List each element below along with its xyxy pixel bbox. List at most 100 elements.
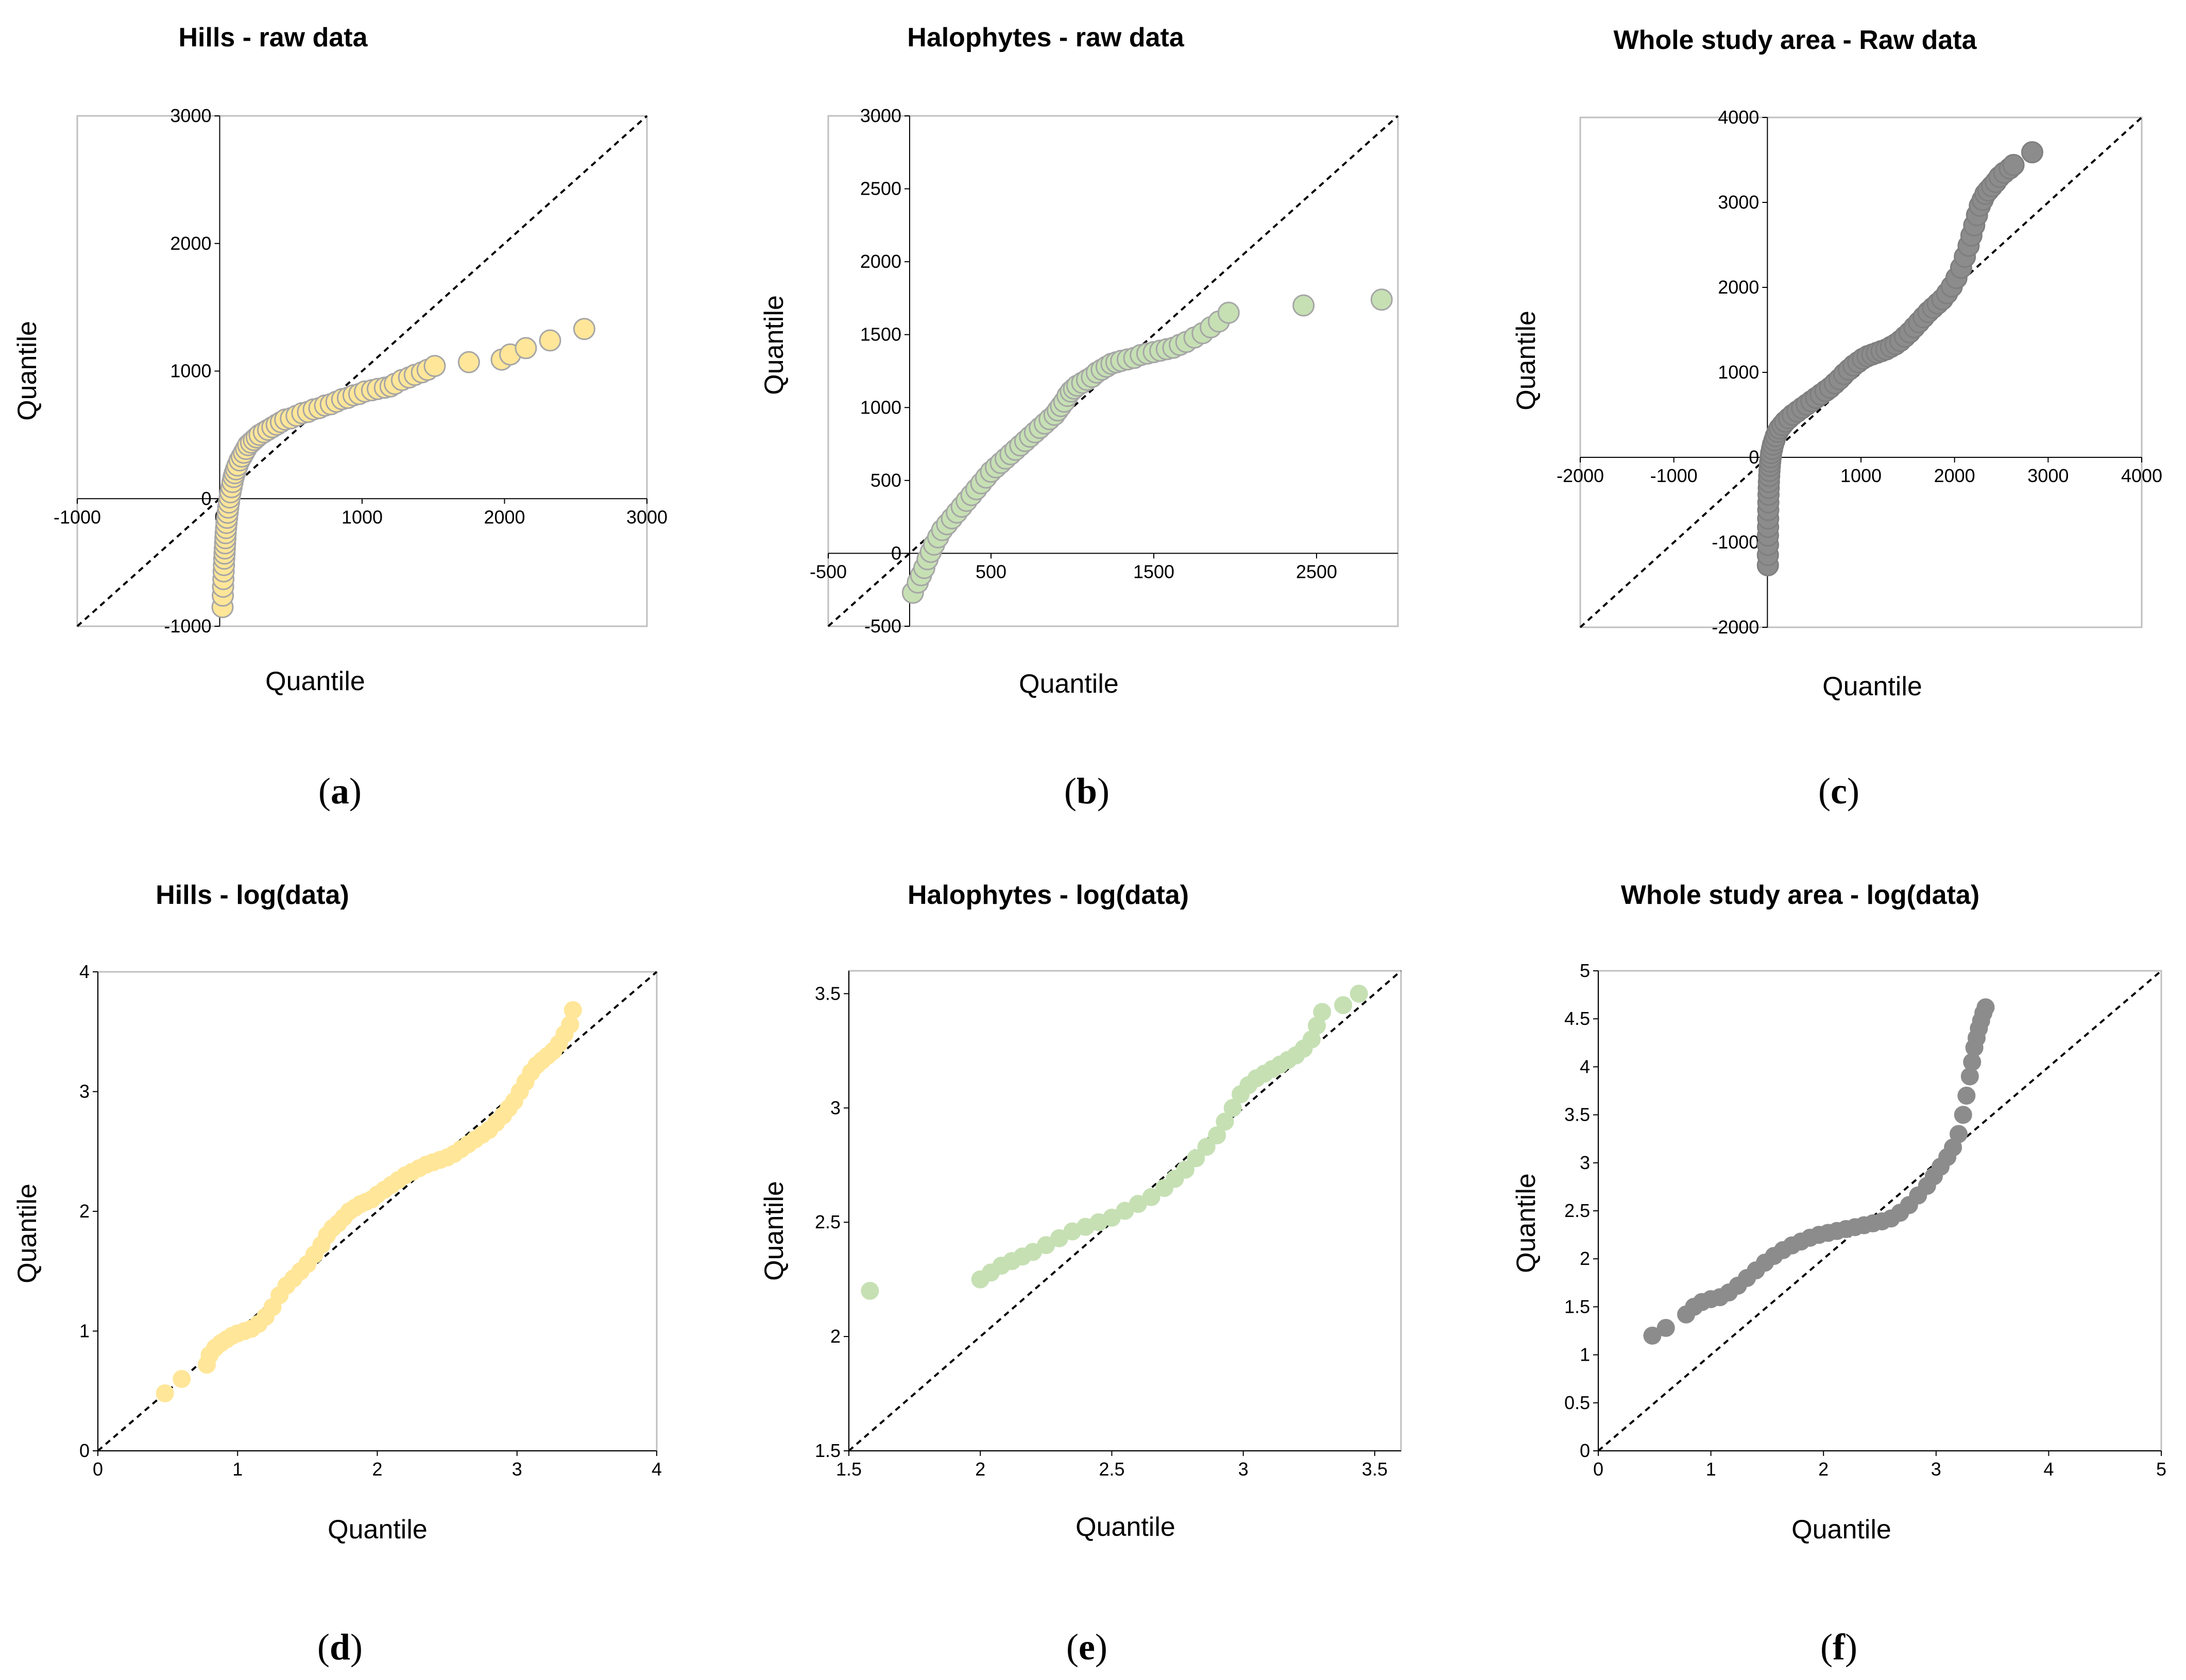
- panel-d-reference-line-layer: [97, 971, 658, 1452]
- panel-c-reference-line: [1579, 116, 2143, 628]
- panel-b-y-tick-label: 2500: [860, 178, 901, 199]
- panel-f-data-point: [1950, 1125, 1968, 1143]
- panel-d-y-tick-label: 4: [79, 961, 90, 982]
- panel-e-y-tick-label: 3.5: [815, 983, 841, 1004]
- panel-c-y-tick-label: 1000: [1718, 362, 1759, 383]
- panel-c-y-tick-label: 3000: [1718, 192, 1759, 213]
- panel-e: Halophytes - log(data) 1.5 2 2.5 3 3.5 1.5 2 2.…: [759, 880, 1402, 1668]
- panel-e-data-point: [1176, 1160, 1194, 1179]
- panel-e-x-tick-label: 3.5: [1362, 1459, 1388, 1480]
- panel-a-y-tick-label: 1000: [170, 361, 211, 382]
- panel-a-data-point: [539, 329, 561, 352]
- panel-a-data-point: [423, 355, 446, 378]
- panel-a-x-tick-label: -1000: [54, 506, 101, 527]
- panel-f-y-tick-label: 2.5: [1564, 1200, 1590, 1221]
- panel-a: Hills - raw data -1000 0 1000 2000 3000 -1000…: [12, 23, 668, 812]
- panel-e-label: (e): [1066, 1626, 1107, 1668]
- panel-b-y-tick-label: 0: [891, 542, 901, 563]
- panel-f-axes-layer: [1593, 970, 2162, 1456]
- panel-e-xlabel: Quantile: [1075, 1512, 1175, 1542]
- panel-f-points: [1643, 998, 1995, 1345]
- panel-e-data-point: [1350, 984, 1368, 1003]
- panel-e-data-point: [1334, 996, 1353, 1015]
- panel-b-tick-labels: -500 500 1500 2500 -500 0 500 1000 1500 2000 2500 3…: [810, 105, 1337, 637]
- panel-f-plot-area: [1597, 970, 2162, 1452]
- panel-f-y-tick-label: 3: [1580, 1152, 1590, 1173]
- panel-d-title: Hills - log(data): [156, 880, 349, 910]
- panel-a-y-tick-label: -1000: [164, 615, 211, 637]
- panel-f-x-tick-label: 1: [1706, 1459, 1716, 1480]
- panel-b-label: (b): [1064, 770, 1109, 812]
- panel-d-reference-line: [97, 971, 658, 1452]
- panel-b-x-tick-label: 2500: [1296, 561, 1337, 582]
- panel-c-data-point: [2021, 141, 2043, 164]
- panel-e-data-point: [1208, 1126, 1226, 1145]
- panel-a-x-tick-label: 3000: [626, 506, 668, 527]
- panel-a-reference-line-layer: [76, 115, 648, 627]
- panel-f-label: (f): [1820, 1626, 1857, 1668]
- panel-c-x-tick-label: 4000: [2121, 465, 2162, 486]
- panel-e-x-tick-label: 2: [975, 1459, 985, 1480]
- panel-e-axes-layer: [844, 971, 1401, 1456]
- panel-b-data-point: [1292, 294, 1315, 317]
- panel-e-y-tick-label: 1.5: [815, 1440, 841, 1461]
- panel-d-axes-layer: [93, 971, 657, 1456]
- panel-e-tick-labels: 1.5 2 2.5 3 3.5 1.5 2 2.5 3 3.5: [815, 983, 1388, 1480]
- panel-c: Whole study area - Raw data -2000 -1000 0 1…: [1511, 25, 2162, 812]
- panel-c-x-tick-label: 1000: [1840, 465, 1882, 486]
- panel-b-xlabel: Quantile: [1019, 669, 1119, 699]
- panel-b-points: [901, 288, 1393, 604]
- panel-d-points: [156, 1001, 582, 1402]
- panel-b-x-tick-label: -500: [810, 561, 847, 582]
- panel-f-y-tick-label: 3.5: [1564, 1104, 1590, 1125]
- panel-e-data-point: [1142, 1188, 1160, 1206]
- panel-f-x-tick-label: 4: [2043, 1459, 2054, 1480]
- panel-e-title: Halophytes - log(data): [908, 880, 1189, 910]
- panel-e-data-point: [1313, 1003, 1331, 1021]
- panel-b-y-tick-label: 500: [870, 470, 901, 491]
- panel-a-label: (a): [318, 770, 362, 812]
- panel-b-y-tick-label: -500: [864, 615, 901, 637]
- panel-f-y-tick-label: 5: [1580, 960, 1590, 981]
- panel-d-tick-labels: 0 1 2 3 4 0 1 2 3 4: [79, 961, 662, 1480]
- panel-d-ylabel: Quantile: [12, 1184, 42, 1283]
- panel-a-y-tick-label: 3000: [170, 105, 211, 126]
- panel-d-y-tick-label: 0: [79, 1440, 90, 1461]
- panel-c-y-tick-label: -1000: [1712, 532, 1759, 553]
- panel-d-y-tick-label: 2: [79, 1201, 90, 1222]
- panel-f-tick-labels: 0 1 2 3 4 5 0 0.5 1 1.5 2 2.5 3 3.5 4 4.5 5: [1564, 960, 2166, 1480]
- panel-b-x-tick-label: 500: [976, 561, 1006, 582]
- panel-a-x-tick-label: 2000: [484, 506, 525, 527]
- panel-f-data-point: [1976, 998, 1995, 1017]
- panel-c-x-tick-label: -2000: [1557, 465, 1604, 486]
- panel-c-data-point: [2002, 153, 2025, 176]
- panel-c-x-tick-label: 2000: [1934, 465, 1975, 486]
- panel-a-ylabel: Quantile: [12, 321, 42, 421]
- panel-e-y-tick-label: 3: [830, 1097, 841, 1118]
- panel-f-y-tick-label: 1.5: [1564, 1296, 1590, 1317]
- panel-a-data-point: [515, 337, 537, 359]
- panel-b-y-tick-label: 2000: [860, 251, 901, 272]
- panel-f-data-point: [1656, 1318, 1675, 1337]
- panel-d-xlabel: Quantile: [328, 1515, 428, 1545]
- panel-d-x-tick-label: 0: [93, 1459, 103, 1480]
- panel-e-data-point: [1216, 1112, 1234, 1131]
- panel-d-y-tick-label: 3: [79, 1081, 90, 1102]
- panel-f-y-tick-label: 4.5: [1564, 1008, 1590, 1029]
- panel-d-x-tick-label: 1: [232, 1459, 243, 1480]
- panel-d-data-point: [561, 1015, 579, 1034]
- panel-b-y-tick-label: 1000: [860, 397, 901, 418]
- panel-c-reference-line-layer: [1579, 116, 2143, 628]
- panel-f-x-tick-label: 0: [1593, 1459, 1603, 1480]
- panel-d-data-point: [563, 1001, 582, 1019]
- panel-c-y-tick-label: 0: [1749, 447, 1759, 468]
- panel-a-y-tick-label: 2000: [170, 233, 211, 254]
- panel-f-y-tick-label: 4: [1580, 1056, 1590, 1077]
- panel-f-x-tick-label: 3: [1931, 1459, 1941, 1480]
- panel-f-ylabel: Quantile: [1511, 1173, 1541, 1273]
- panel-f-x-tick-label: 2: [1818, 1459, 1829, 1480]
- panel-e-data-point: [1187, 1149, 1205, 1168]
- panel-f-y-tick-label: 0: [1580, 1440, 1590, 1461]
